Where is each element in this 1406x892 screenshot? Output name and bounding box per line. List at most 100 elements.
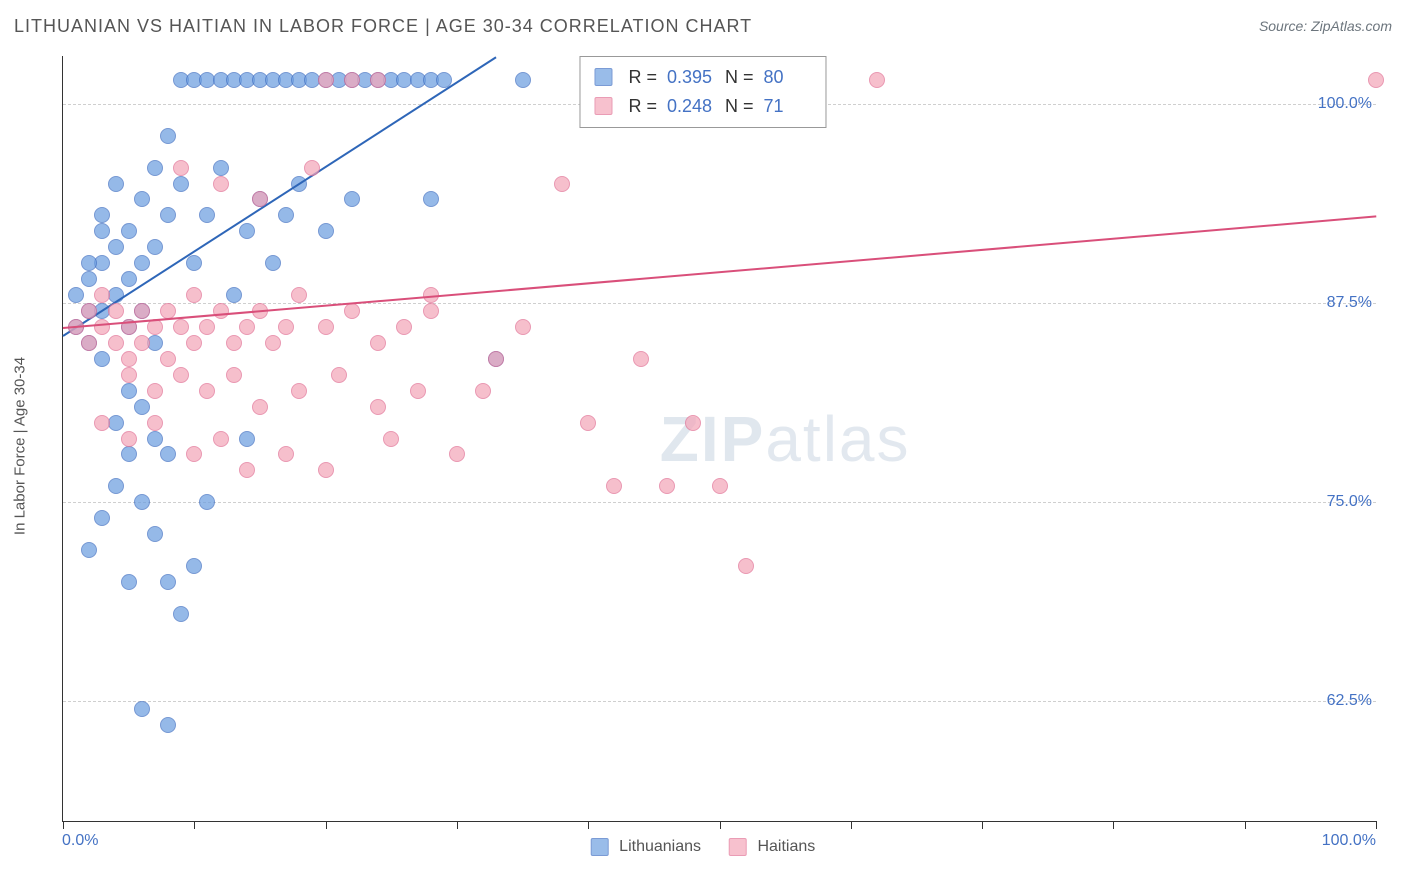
- stats-n-value-2: 71: [764, 92, 812, 121]
- plot-area: ZIPatlas: [62, 56, 1376, 822]
- stats-r-value-1: 0.395: [667, 63, 715, 92]
- x-tick-mark: [982, 821, 983, 829]
- data-point: [318, 223, 334, 239]
- data-point: [278, 319, 294, 335]
- data-point: [1368, 72, 1384, 88]
- data-point: [633, 351, 649, 367]
- data-point: [370, 399, 386, 415]
- data-point: [291, 287, 307, 303]
- y-tick-label: 62.5%: [1327, 692, 1372, 710]
- x-tick-mark: [194, 821, 195, 829]
- data-point: [134, 255, 150, 271]
- data-point: [278, 446, 294, 462]
- data-point: [160, 207, 176, 223]
- y-tick-label: 75.0%: [1327, 493, 1372, 511]
- data-point: [370, 335, 386, 351]
- data-point: [869, 72, 885, 88]
- data-point: [134, 399, 150, 415]
- data-point: [659, 478, 675, 494]
- data-point: [199, 383, 215, 399]
- legend-label-lithuanians: Lithuanians: [619, 838, 701, 855]
- data-point: [488, 351, 504, 367]
- data-point: [239, 223, 255, 239]
- stats-n-value-1: 80: [764, 63, 812, 92]
- x-tick-min: 0.0%: [62, 832, 98, 856]
- data-point: [318, 462, 334, 478]
- data-point: [68, 287, 84, 303]
- data-point: [160, 128, 176, 144]
- data-point: [685, 415, 701, 431]
- data-point: [186, 255, 202, 271]
- data-point: [186, 558, 202, 574]
- data-point: [213, 176, 229, 192]
- data-point: [173, 160, 189, 176]
- data-point: [94, 319, 110, 335]
- data-point: [134, 335, 150, 351]
- data-point: [186, 287, 202, 303]
- x-tick-mark: [1113, 821, 1114, 829]
- legend-swatch-haitians: [729, 838, 747, 856]
- data-point: [515, 319, 531, 335]
- data-point: [108, 303, 124, 319]
- data-point: [252, 191, 268, 207]
- data-point: [108, 478, 124, 494]
- x-tick-mark: [588, 821, 589, 829]
- y-tick-label: 100.0%: [1318, 95, 1372, 113]
- data-point: [370, 72, 386, 88]
- x-tick-mark: [1376, 821, 1377, 829]
- stats-r-value-2: 0.248: [667, 92, 715, 121]
- gridline-h: [63, 701, 1376, 702]
- data-point: [186, 446, 202, 462]
- data-point: [199, 494, 215, 510]
- y-axis-title: In Labor Force | Age 30-34: [12, 357, 29, 535]
- data-point: [304, 160, 320, 176]
- legend-item-lithuanians: Lithuanians: [591, 838, 701, 856]
- data-point: [134, 191, 150, 207]
- data-point: [580, 415, 596, 431]
- data-point: [94, 351, 110, 367]
- data-point: [147, 526, 163, 542]
- chart-title: LITHUANIAN VS HAITIAN IN LABOR FORCE | A…: [14, 16, 752, 37]
- data-point: [265, 255, 281, 271]
- data-point: [134, 701, 150, 717]
- data-point: [396, 319, 412, 335]
- data-point: [94, 510, 110, 526]
- data-point: [239, 431, 255, 447]
- legend-item-haitians: Haitians: [729, 838, 815, 856]
- data-point: [160, 351, 176, 367]
- data-point: [121, 446, 137, 462]
- gridline-h: [63, 502, 1376, 503]
- data-point: [147, 415, 163, 431]
- y-tick-label: 87.5%: [1327, 294, 1372, 312]
- data-point: [173, 606, 189, 622]
- stats-row-2: R = 0.248 N = 71: [594, 92, 811, 121]
- data-point: [515, 72, 531, 88]
- data-point: [738, 558, 754, 574]
- data-point: [81, 271, 97, 287]
- data-point: [383, 431, 399, 447]
- data-point: [81, 335, 97, 351]
- data-point: [173, 176, 189, 192]
- x-tick-mark: [457, 821, 458, 829]
- x-tick-mark: [63, 821, 64, 829]
- data-point: [318, 319, 334, 335]
- chart-container: LITHUANIAN VS HAITIAN IN LABOR FORCE | A…: [0, 0, 1406, 892]
- data-point: [121, 351, 137, 367]
- data-point: [423, 303, 439, 319]
- data-point: [265, 335, 281, 351]
- data-point: [344, 72, 360, 88]
- data-point: [423, 191, 439, 207]
- data-point: [81, 542, 97, 558]
- data-point: [712, 478, 728, 494]
- data-point: [410, 383, 426, 399]
- data-point: [160, 717, 176, 733]
- data-point: [108, 176, 124, 192]
- data-point: [121, 574, 137, 590]
- data-point: [108, 239, 124, 255]
- data-point: [121, 367, 137, 383]
- stats-row-1: R = 0.395 N = 80: [594, 63, 811, 92]
- x-tick-mark: [1245, 821, 1246, 829]
- data-point: [239, 319, 255, 335]
- stats-swatch-1: [594, 68, 612, 86]
- data-point: [160, 446, 176, 462]
